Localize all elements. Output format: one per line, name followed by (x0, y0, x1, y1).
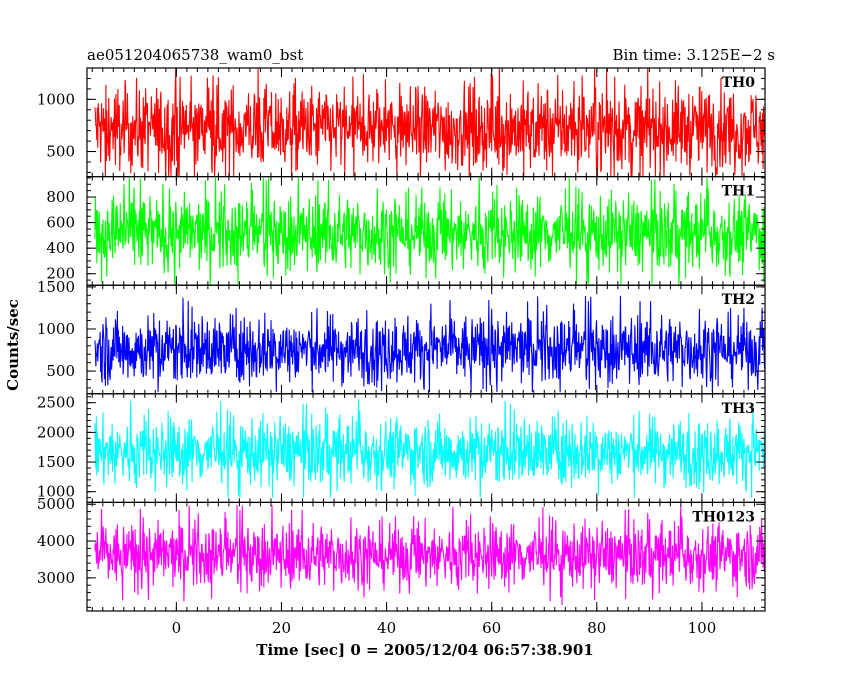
y-tick-label: 3000 (37, 569, 75, 587)
y-tick-label: 1000 (37, 483, 75, 501)
panel-label-th0: TH0 (722, 75, 756, 91)
chart-title-left: ae051204065738_wam0_bst (87, 46, 303, 64)
panel-th3: 1000 1500 2000 2500 TH3 (37, 393, 766, 503)
x-tick-label: 100 (688, 619, 717, 637)
panel-label-th0123: TH0123 (692, 509, 755, 525)
series-th3-line (94, 398, 765, 498)
y-tick-label: 2500 (37, 394, 75, 412)
x-tick-label: 40 (377, 619, 396, 637)
panel-frame (86, 501, 766, 612)
x-axis-label: Time [sec] 0 = 2005/12/04 06:57:38.901 (256, 641, 593, 659)
chart-title-right: Bin time: 3.125E−2 s (613, 46, 775, 64)
series-th0-line (94, 68, 765, 177)
x-tick-label: 80 (587, 619, 606, 637)
series-th1-line (94, 176, 765, 286)
y-tick-label: 1000 (37, 90, 75, 108)
panel-th2: 500 1000 1500 TH2 (37, 278, 766, 395)
panel-label-th1: TH1 (722, 184, 755, 200)
y-tick-label: 400 (46, 239, 75, 257)
y-tick-label: 600 (46, 214, 75, 232)
x-tick-label: 60 (482, 619, 501, 637)
y-axis-label: Counts/sec (4, 299, 22, 391)
panel-label-th2: TH2 (722, 292, 755, 308)
y-tick-label: 1500 (37, 278, 75, 296)
x-tick-label: 20 (272, 619, 291, 637)
y-tick-label: 4000 (37, 532, 75, 550)
y-tick-label: 1500 (37, 453, 75, 471)
y-tick-label: 5000 (37, 495, 75, 513)
y-tick-label: 200 (46, 265, 75, 283)
series-th2-line (94, 295, 765, 393)
y-tick-label: 2000 (37, 423, 75, 441)
panel-label-th3: TH3 (722, 401, 755, 417)
panel-th1: 200 400 600 800 TH1 (46, 176, 766, 286)
y-tick-label: 800 (46, 188, 75, 206)
y-tick-label: 500 (46, 362, 75, 380)
y-tick-label: 500 (46, 143, 75, 161)
panel-th0: 500 1000 TH0 (37, 67, 766, 178)
x-tick-label: 0 (172, 619, 182, 637)
panel-th0123: 3000 4000 5000 TH0123 0 20 40 60 80 100 (37, 495, 766, 637)
y-tick-label: 1000 (37, 320, 75, 338)
series-th0123-line (94, 504, 765, 605)
